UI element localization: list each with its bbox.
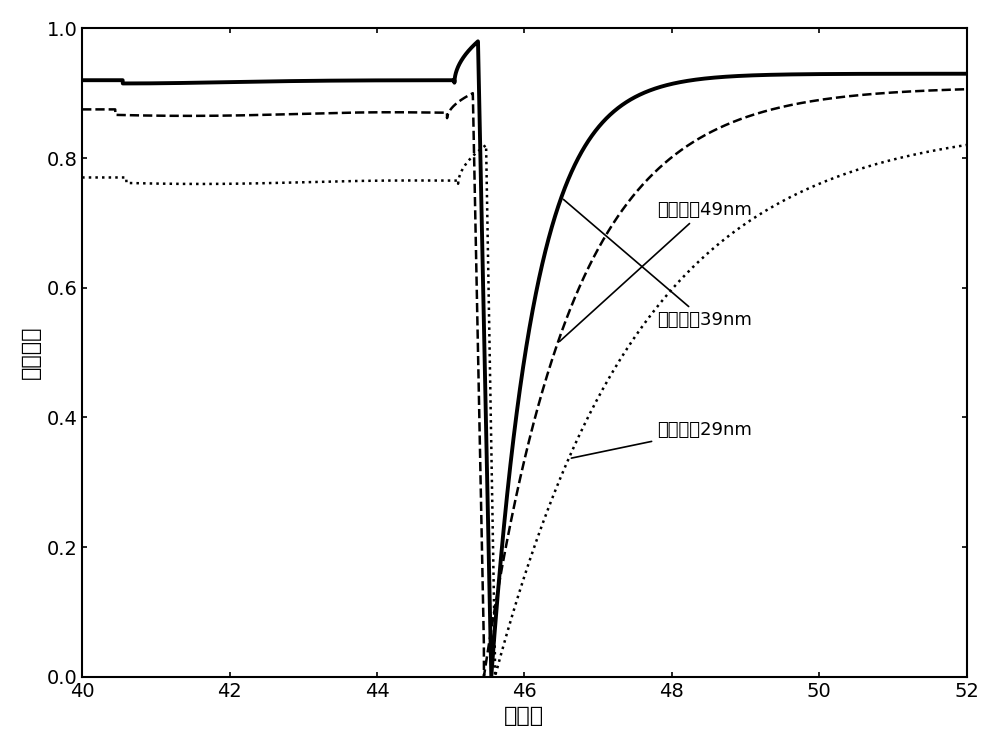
Text: 金属膜厕49nm: 金属膜厕49nm [560, 201, 752, 341]
Y-axis label: 反射概率: 反射概率 [21, 326, 41, 379]
Text: 金属膜厕39nm: 金属膜厕39nm [563, 199, 752, 329]
X-axis label: 入射角: 入射角 [504, 706, 544, 726]
Text: 金属膜厕29nm: 金属膜厕29nm [571, 421, 752, 458]
